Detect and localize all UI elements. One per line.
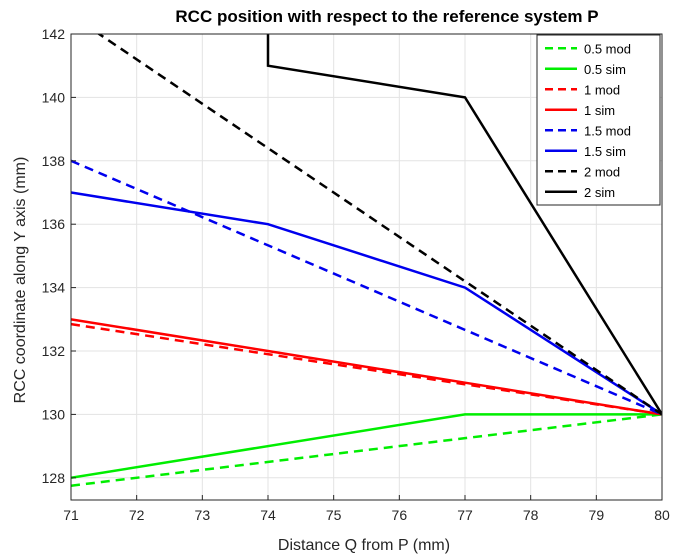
y-tick-label: 136 [42,216,66,232]
plot-frame [70,33,663,501]
series-line [71,413,662,480]
legend-label: 2 sim [584,185,615,200]
x-tick-label: 71 [63,507,79,523]
legend-label: 1 mod [584,82,620,97]
x-tick-label: 79 [589,507,605,523]
legend-label: 0.5 mod [584,41,631,56]
series-line [71,318,662,416]
legend-label: 0.5 sim [584,62,626,77]
x-tick-label: 74 [260,507,276,523]
legend: 0.5 mod 0.5 sim 1 mod 1 sim 1.5 mod 1.5 sim 2 … [536,34,661,206]
legend-label: 1.5 mod [584,123,631,138]
legend-label: 2 mod [584,164,620,179]
tick-labels: 71 72 73 74 75 76 77 78 79 80 128 130 132 134 136 138 14… [42,26,670,523]
series-layer [71,34,662,487]
y-tick-label: 138 [42,153,66,169]
x-tick-label: 77 [457,507,473,523]
series-line [71,191,662,416]
y-tick-label: 128 [42,470,66,486]
y-tick-label: 132 [42,343,66,359]
x-axis-label: Distance Q from P (mm) [278,537,450,554]
legend-box [536,34,661,206]
y-axis-label: RCC coordinate along Y axis (mm) [12,157,29,404]
x-tick-label: 78 [523,507,539,523]
y-tick-label: 140 [42,89,66,105]
series-line [71,413,662,487]
x-tick-label: 72 [129,507,145,523]
x-tick-label: 76 [392,507,408,523]
x-tick-label: 73 [195,507,211,523]
chart-title: RCC position with respect to the referen… [175,7,598,26]
x-tick-label: 80 [654,507,670,523]
y-tick-label: 142 [42,26,66,42]
series-line [266,34,662,416]
x-tick-label: 75 [326,507,342,523]
y-tick-label: 130 [42,406,66,422]
legend-label: 1 sim [584,103,615,118]
legend-label: 1.5 sim [584,144,626,159]
series-line [71,159,662,416]
ticks [70,33,663,500]
y-tick-label: 134 [42,280,66,296]
